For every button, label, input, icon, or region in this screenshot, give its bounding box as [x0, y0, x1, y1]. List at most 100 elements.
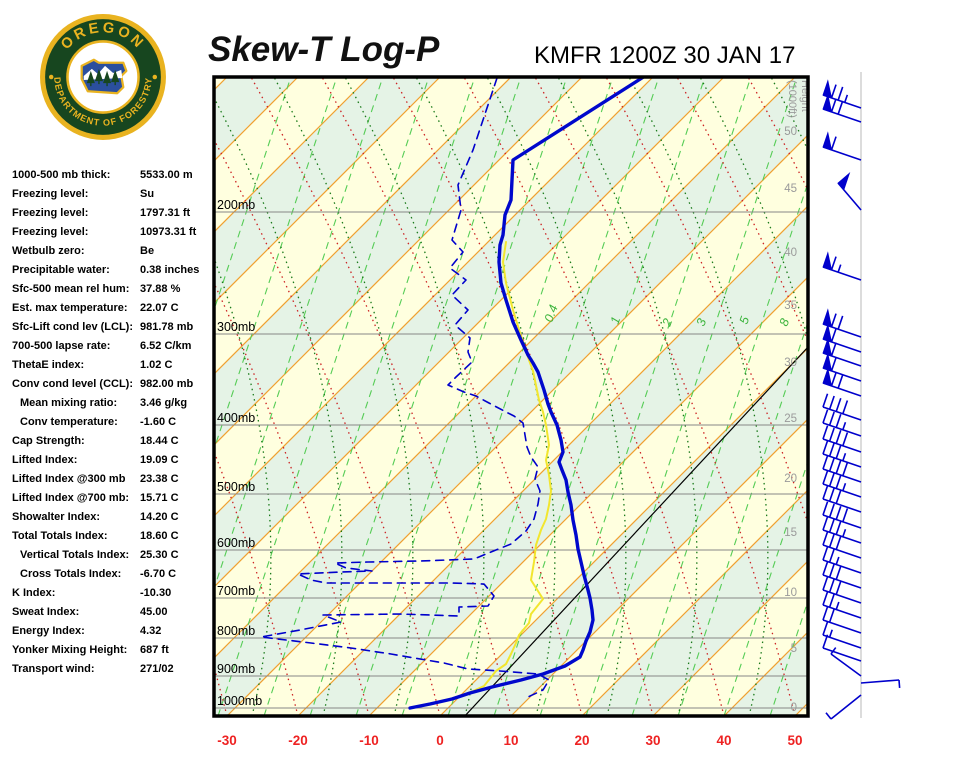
svg-text:0.4: 0.4	[542, 303, 561, 324]
index-value: -1.60 C	[140, 416, 177, 428]
svg-text:800mb: 800mb	[217, 624, 255, 638]
index-value: 3.46 g/kg	[140, 397, 188, 409]
index-value: 15.71 C	[140, 492, 179, 504]
pressure-gridlines	[214, 211, 808, 709]
svg-text:1000mb: 1000mb	[217, 694, 262, 708]
index-value: 5533.00 m	[140, 169, 193, 181]
svg-text:5: 5	[737, 315, 753, 326]
svg-text:200mb: 200mb	[217, 198, 255, 212]
wind-barb	[822, 337, 862, 367]
index-row: Mean mixing ratio: 3.46 g/kg	[12, 394, 212, 413]
wind-barb	[822, 93, 862, 123]
index-label: Lifted Index @300 mb	[12, 473, 126, 485]
wind-barb	[822, 455, 862, 483]
wind-barb	[822, 576, 862, 604]
index-label: 1000-500 mb thick:	[12, 169, 111, 181]
index-label: Lifted Index @700 mb:	[12, 492, 130, 504]
temperature-axis: -30 -20 -10 0 10 20 30 40 50	[217, 733, 802, 748]
wind-barb	[860, 679, 901, 689]
index-row: Freezing level: 1797.31 ft	[12, 204, 212, 223]
wind-barb	[822, 393, 862, 421]
index-row: Showalter Index: 14.20 C	[12, 508, 212, 527]
index-label: Sweat Index:	[12, 606, 80, 618]
index-row: Sfc-Lift cond lev (LCL): 981.78 mb	[12, 318, 212, 337]
index-row: Transport wind: 271/02	[12, 660, 212, 679]
index-row: Conv cond level (CCL): 982.00 mb	[12, 375, 212, 394]
index-row: Lifted Index: 19.09 C	[12, 451, 212, 470]
index-value: 25.30 C	[140, 549, 179, 561]
svg-text:50: 50	[787, 733, 802, 748]
logo-state-emblem	[80, 58, 128, 95]
svg-text:0: 0	[791, 702, 797, 714]
index-row: Wetbulb zero: Be	[12, 242, 212, 261]
index-value: 14.20 C	[140, 511, 179, 523]
svg-text:30: 30	[645, 733, 660, 748]
wetbulb-trace	[451, 241, 552, 700]
wind-barb	[822, 606, 862, 634]
svg-text:20: 20	[574, 733, 589, 748]
index-label: Freezing level:	[12, 188, 89, 200]
svg-text:-20: -20	[288, 733, 308, 748]
index-row: Freezing level: Su	[12, 185, 212, 204]
index-label: Yonker Mixing Height:	[12, 644, 128, 656]
wind-barb	[822, 440, 862, 468]
svg-text:3: 3	[694, 317, 710, 328]
index-label: Lifted Index:	[12, 454, 78, 466]
index-value: 22.07 C	[140, 302, 179, 314]
wind-barbs	[822, 79, 901, 720]
svg-text:-10: -10	[359, 733, 379, 748]
wind-barb	[822, 131, 862, 161]
index-label: Est. max temperature:	[12, 302, 128, 314]
index-value: 19.09 C	[140, 454, 179, 466]
index-row: Precipitable water: 0.38 inches	[12, 261, 212, 280]
index-value: 271/02	[140, 663, 174, 675]
wind-barb	[825, 694, 862, 720]
index-value: Be	[140, 245, 155, 257]
index-value: -10.30	[140, 587, 172, 599]
index-label: K Index:	[12, 587, 56, 599]
station-datetime: KMFR 1200Z 30 JAN 17	[534, 42, 796, 69]
index-label: Total Totals Index:	[12, 530, 108, 542]
index-row: Total Totals Index: 18.60 C	[12, 527, 212, 546]
wind-barb	[822, 308, 862, 338]
svg-text:15: 15	[784, 527, 797, 539]
index-value: 687 ft	[140, 644, 169, 656]
index-value: 45.00	[140, 606, 168, 618]
wind-barb	[822, 591, 862, 619]
index-label: Energy Index:	[12, 625, 85, 637]
index-label: Freezing level:	[12, 226, 89, 238]
chart-border	[212, 75, 810, 718]
svg-text:10: 10	[784, 587, 797, 599]
index-value: 6.52 C/km	[140, 340, 192, 352]
svg-text:8: 8	[777, 317, 793, 328]
svg-text:(1000ft): (1000ft)	[786, 80, 798, 118]
index-label: Sfc-500 mean rel hum:	[12, 283, 130, 295]
svg-text:300mb: 300mb	[217, 320, 255, 334]
index-label: ThetaE index:	[12, 359, 85, 371]
svg-text:40: 40	[784, 247, 797, 259]
wind-barb	[822, 621, 862, 649]
index-value: Su	[140, 188, 155, 200]
index-value: 37.88 %	[140, 283, 181, 295]
index-value: 10973.31 ft	[140, 226, 197, 238]
temperature-trace	[408, 77, 647, 710]
index-row: 700-500 lapse rate: 6.52 C/km	[12, 337, 212, 356]
index-value: 18.60 C	[140, 530, 179, 542]
index-label: Transport wind:	[12, 663, 95, 675]
wind-barb	[822, 251, 862, 281]
svg-text:50: 50	[784, 126, 797, 138]
svg-text:1: 1	[608, 315, 624, 326]
index-row: Est. max temperature: 22.07 C	[12, 299, 212, 318]
index-row: Freezing level: 10973.31 ft	[12, 223, 212, 242]
wind-barb	[837, 172, 862, 211]
svg-text:20: 20	[784, 473, 797, 485]
svg-text:500mb: 500mb	[217, 480, 255, 494]
index-value: 18.44 C	[140, 435, 179, 447]
wind-barb	[822, 561, 862, 589]
index-label: 700-500 lapse rate:	[12, 340, 111, 352]
svg-text:35: 35	[784, 300, 797, 312]
index-label: Sfc-Lift cond lev (LCL):	[12, 321, 133, 333]
index-label: Showalter Index:	[12, 511, 101, 523]
index-value: -6.70 C	[140, 568, 177, 580]
svg-text:400mb: 400mb	[217, 411, 255, 425]
